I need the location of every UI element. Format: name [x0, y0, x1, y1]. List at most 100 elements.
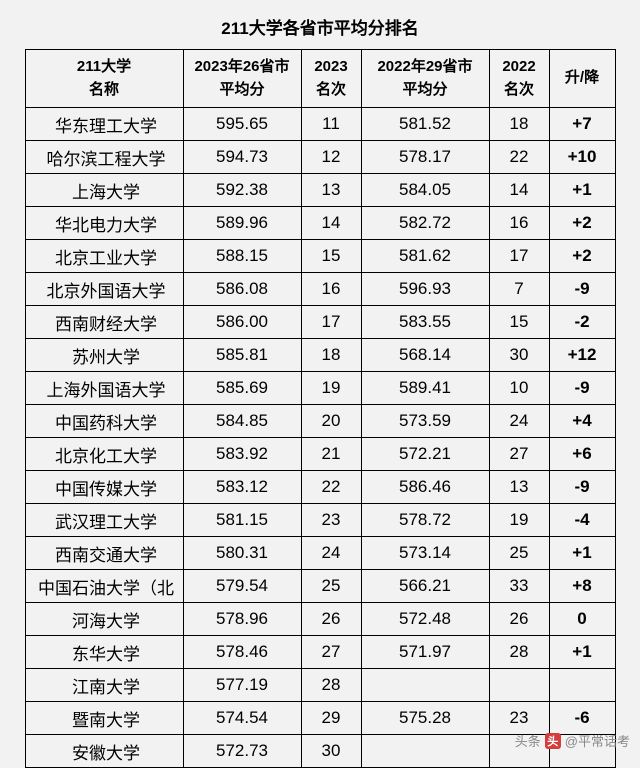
table-row: 武汉理工大学581.1523578.7219-4 — [25, 504, 615, 537]
table-row: 华东理工大学595.6511581.5218+7 — [25, 108, 615, 141]
cell-col4: 30 — [489, 339, 549, 372]
cell-col5: -9 — [549, 372, 615, 405]
cell-col1: 588.15 — [183, 240, 301, 273]
cell-col4: 18 — [489, 108, 549, 141]
cell-col0: 暨南大学 — [25, 702, 183, 735]
cell-col1: 574.54 — [183, 702, 301, 735]
col-header-line1: 2022 — [492, 56, 547, 79]
cell-col4: 28 — [489, 636, 549, 669]
table-row: 中国药科大学584.8520573.5924+4 — [25, 405, 615, 438]
cell-col1: 581.15 — [183, 504, 301, 537]
cell-col4: 7 — [489, 273, 549, 306]
cell-col0: 北京化工大学 — [25, 438, 183, 471]
table-row: 西南交通大学580.3124573.1425+1 — [25, 537, 615, 570]
cell-col2: 16 — [301, 273, 361, 306]
cell-col4: 13 — [489, 471, 549, 504]
cell-col3: 582.72 — [361, 207, 489, 240]
cell-col5 — [549, 669, 615, 702]
col-header-line2: 平均分 — [364, 79, 487, 102]
cell-col0: 上海大学 — [25, 174, 183, 207]
cell-col0: 中国石油大学（北 — [25, 570, 183, 603]
cell-col2: 25 — [301, 570, 361, 603]
cell-col5: -2 — [549, 306, 615, 339]
cell-col2: 18 — [301, 339, 361, 372]
cell-col0: 北京外国语大学 — [25, 273, 183, 306]
cell-col5: -9 — [549, 471, 615, 504]
cell-col2: 17 — [301, 306, 361, 339]
cell-col2: 30 — [301, 735, 361, 768]
cell-col1: 580.31 — [183, 537, 301, 570]
cell-col5: +1 — [549, 636, 615, 669]
cell-col0: 华东理工大学 — [25, 108, 183, 141]
table-body: 华东理工大学595.6511581.5218+7哈尔滨工程大学594.73125… — [25, 108, 615, 768]
cell-col5: +1 — [549, 537, 615, 570]
cell-col1: 578.46 — [183, 636, 301, 669]
cell-col3: 575.28 — [361, 702, 489, 735]
col-header-line1: 2023年26省市 — [186, 56, 299, 79]
table-row: 北京外国语大学586.0816596.937-9 — [25, 273, 615, 306]
cell-col4: 26 — [489, 603, 549, 636]
cell-col0: 苏州大学 — [25, 339, 183, 372]
cell-col0: 中国传媒大学 — [25, 471, 183, 504]
cell-col0: 江南大学 — [25, 669, 183, 702]
cell-col1: 583.12 — [183, 471, 301, 504]
cell-col2: 26 — [301, 603, 361, 636]
cell-col4: 19 — [489, 504, 549, 537]
cell-col0: 东华大学 — [25, 636, 183, 669]
table-row: 中国石油大学（北579.5425566.2133+8 — [25, 570, 615, 603]
cell-col5: +12 — [549, 339, 615, 372]
cell-col0: 河海大学 — [25, 603, 183, 636]
col-header-line1: 2023 — [304, 56, 359, 79]
cell-col2: 12 — [301, 141, 361, 174]
cell-col0: 西南交通大学 — [25, 537, 183, 570]
ranking-table: 211大学名称2023年26省市平均分2023名次2022年29省市平均分202… — [25, 49, 616, 768]
col-header-line1: 211大学 — [28, 56, 181, 79]
cell-col4: 14 — [489, 174, 549, 207]
cell-col2: 23 — [301, 504, 361, 537]
table-row: 江南大学577.1928 — [25, 669, 615, 702]
cell-col1: 583.92 — [183, 438, 301, 471]
cell-col5: +2 — [549, 240, 615, 273]
cell-col4: 27 — [489, 438, 549, 471]
col-header-3: 2022年29省市平均分 — [361, 50, 489, 108]
cell-col2: 19 — [301, 372, 361, 405]
cell-col4 — [489, 669, 549, 702]
table-row: 中国传媒大学583.1222586.4613-9 — [25, 471, 615, 504]
cell-col4: 23 — [489, 702, 549, 735]
cell-col3: 581.62 — [361, 240, 489, 273]
col-header-line1: 2022年29省市 — [364, 56, 487, 79]
cell-col1: 594.73 — [183, 141, 301, 174]
cell-col4: 10 — [489, 372, 549, 405]
cell-col0: 上海外国语大学 — [25, 372, 183, 405]
cell-col3: 573.14 — [361, 537, 489, 570]
table-row: 苏州大学585.8118568.1430+12 — [25, 339, 615, 372]
table-row: 北京化工大学583.9221572.2127+6 — [25, 438, 615, 471]
table-row: 河海大学578.9626572.48260 — [25, 603, 615, 636]
cell-col2: 27 — [301, 636, 361, 669]
cell-col5: +6 — [549, 438, 615, 471]
cell-col3: 586.46 — [361, 471, 489, 504]
cell-col3: 573.59 — [361, 405, 489, 438]
table-header: 211大学名称2023年26省市平均分2023名次2022年29省市平均分202… — [25, 50, 615, 108]
cell-col0: 西南财经大学 — [25, 306, 183, 339]
cell-col1: 585.69 — [183, 372, 301, 405]
col-header-line2: 名次 — [304, 79, 359, 102]
cell-col0: 哈尔滨工程大学 — [25, 141, 183, 174]
cell-col2: 20 — [301, 405, 361, 438]
cell-col2: 21 — [301, 438, 361, 471]
cell-col3: 566.21 — [361, 570, 489, 603]
cell-col4: 15 — [489, 306, 549, 339]
cell-col2: 15 — [301, 240, 361, 273]
watermark-prefix: 头条 — [515, 731, 541, 750]
cell-col4: 22 — [489, 141, 549, 174]
cell-col1: 589.96 — [183, 207, 301, 240]
col-header-5: 升/降 — [549, 50, 615, 108]
cell-col3: 578.17 — [361, 141, 489, 174]
cell-col3: 572.48 — [361, 603, 489, 636]
cell-col5: +1 — [549, 174, 615, 207]
cell-col3: 578.72 — [361, 504, 489, 537]
col-header-2: 2023名次 — [301, 50, 361, 108]
cell-col0: 武汉理工大学 — [25, 504, 183, 537]
cell-col1: 577.19 — [183, 669, 301, 702]
cell-col3: 584.05 — [361, 174, 489, 207]
